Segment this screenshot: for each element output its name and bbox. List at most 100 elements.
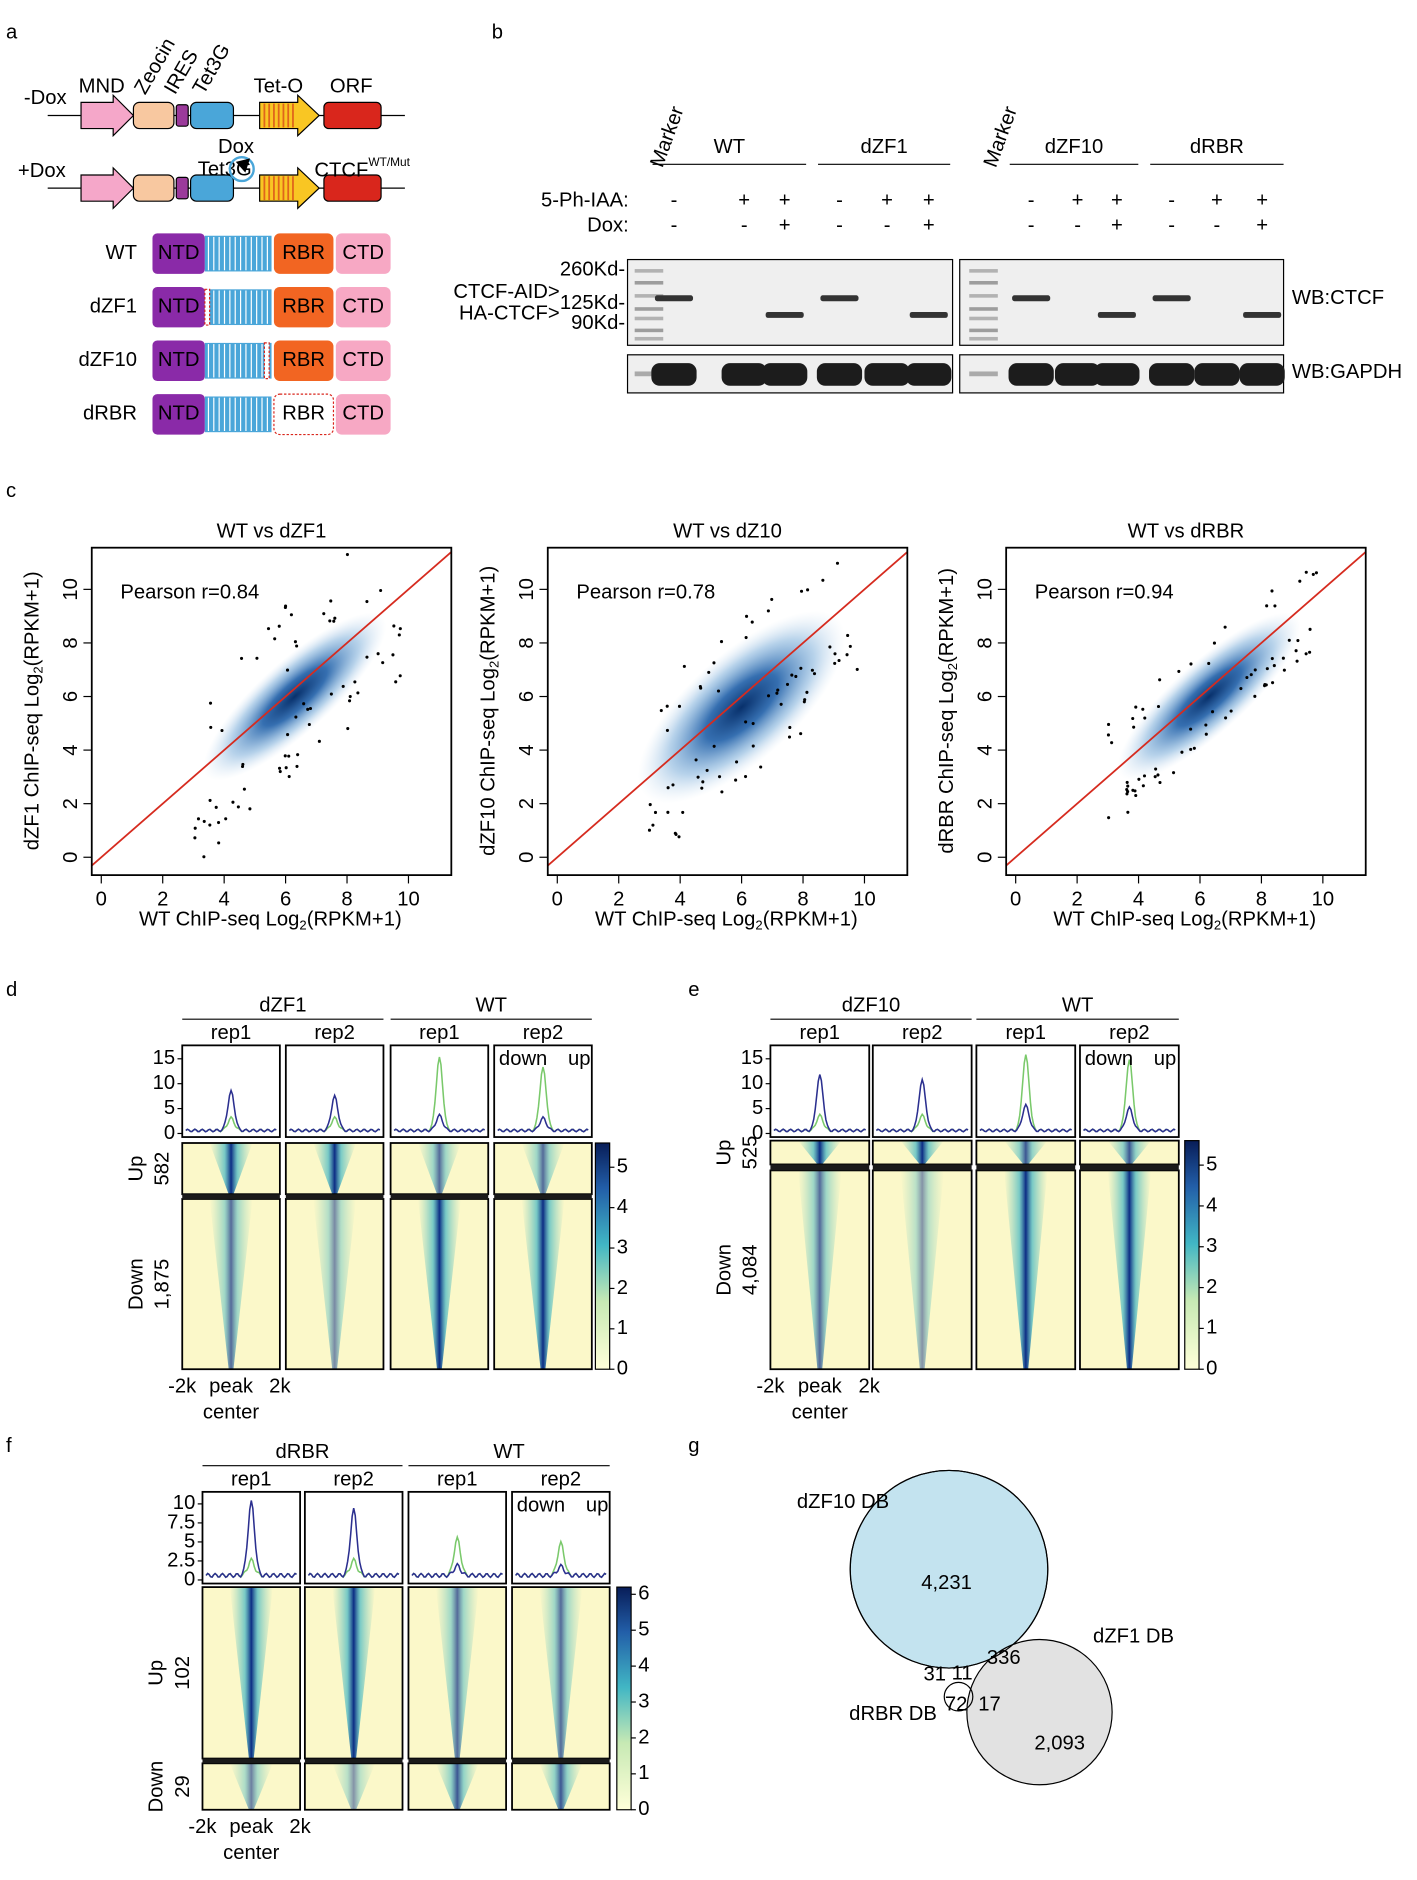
row-label: Down <box>125 1258 147 1310</box>
point <box>1282 668 1286 672</box>
colorbar-label: 6 <box>638 1583 649 1605</box>
gapdh-band <box>651 363 697 386</box>
rbr <box>273 233 334 274</box>
ctd <box>335 286 391 328</box>
profile-line <box>288 1093 381 1133</box>
treatment-sign: + <box>1111 215 1123 237</box>
density <box>1117 612 1301 781</box>
suffix: (RPKM+1) <box>1221 909 1316 931</box>
legend-up: up <box>1154 1048 1177 1070</box>
heatmap-signal <box>313 1143 357 1195</box>
point <box>845 653 849 657</box>
profile-line <box>288 1115 381 1133</box>
y-tick-label: 5 <box>184 1530 195 1552</box>
separator <box>285 1194 384 1199</box>
y-tick-label: 6 <box>60 691 82 702</box>
point <box>1141 707 1145 711</box>
point <box>788 725 792 729</box>
plot-title: WT vs dZ10 <box>673 521 782 543</box>
point <box>329 599 333 603</box>
colorbar <box>594 1142 611 1370</box>
profile-line <box>1083 1105 1176 1133</box>
x-axis-label: WT ChIP-seq Log2(RPKM+1) <box>595 909 858 933</box>
profile-line <box>875 1076 969 1133</box>
point <box>322 612 326 616</box>
point <box>1304 570 1308 574</box>
treatment-sign: - <box>671 215 678 237</box>
point <box>682 664 686 668</box>
point <box>329 692 333 696</box>
group-label: dRBR <box>1190 136 1244 158</box>
point <box>775 691 779 695</box>
heatmap-signal <box>417 1198 461 1370</box>
x-tick-label: 10 <box>853 888 876 910</box>
colorbar-label: 1 <box>638 1762 649 1784</box>
point <box>1177 669 1181 673</box>
profile-frame <box>769 1044 871 1138</box>
x-tick-label: 4 <box>1133 888 1144 910</box>
point <box>744 720 748 724</box>
row-count: 102 <box>172 1656 194 1690</box>
point <box>295 764 299 768</box>
point <box>348 699 352 703</box>
treatment-sign: + <box>1256 215 1268 237</box>
point <box>1210 710 1215 714</box>
group-label: dRBR <box>276 1441 330 1463</box>
legend-down: down <box>517 1494 565 1516</box>
point <box>1204 732 1208 736</box>
heatmap-frame <box>284 1198 385 1371</box>
point <box>1263 682 1267 687</box>
point <box>734 778 738 782</box>
point <box>848 644 852 648</box>
treatment-sign: + <box>923 215 935 237</box>
point <box>673 831 677 835</box>
construct-name: dRBR <box>83 403 137 425</box>
point <box>236 805 240 809</box>
row-label: 5-Ph-IAA: <box>541 190 629 212</box>
group-label: WT <box>714 136 745 158</box>
ctcf-aid-band <box>1152 295 1191 302</box>
separator <box>512 1758 610 1764</box>
domain-label: CTD <box>342 349 384 371</box>
y-tick-label: 5 <box>164 1097 175 1119</box>
y-tick-label: 7.5 <box>167 1511 195 1533</box>
point <box>1249 673 1253 677</box>
heatmap-signal <box>209 1143 253 1195</box>
count-label: 72 <box>945 1693 968 1715</box>
y-label: dZF10 ChIP-seq Log <box>478 668 500 856</box>
point <box>345 552 349 557</box>
count-label: 4,231 <box>921 1572 972 1594</box>
point <box>224 817 228 821</box>
point <box>1141 784 1145 788</box>
point <box>209 725 213 729</box>
point <box>376 652 380 656</box>
gapdh-band <box>1008 363 1054 386</box>
y-axis-label: dZF10 ChIP-seq Log2(RPKM+1) <box>478 566 502 856</box>
point <box>1273 604 1277 608</box>
point <box>202 855 206 859</box>
y-tick-label: 0 <box>752 1122 763 1144</box>
colorbar-label: 2 <box>1206 1276 1217 1298</box>
x-tick-label: 0 <box>552 888 563 910</box>
element-label: ORF <box>330 75 373 97</box>
row-label: Down <box>714 1244 736 1296</box>
point <box>283 754 287 758</box>
panel-label: d <box>6 979 17 1001</box>
profile-line <box>411 1562 503 1579</box>
point <box>328 619 332 623</box>
point <box>681 810 685 814</box>
point <box>659 708 663 713</box>
colorbar-label: 4 <box>617 1196 628 1218</box>
heatmap-signal <box>332 1587 376 1759</box>
profile-line <box>411 1534 503 1579</box>
heatmap-frame <box>389 1198 490 1371</box>
point <box>1110 741 1114 745</box>
profile-frame <box>389 1044 490 1138</box>
profile-line <box>773 1074 866 1133</box>
point <box>1239 686 1243 691</box>
point <box>381 661 385 665</box>
point <box>242 787 246 791</box>
point <box>1192 746 1196 750</box>
separator <box>202 1758 301 1764</box>
ctd <box>335 340 391 382</box>
